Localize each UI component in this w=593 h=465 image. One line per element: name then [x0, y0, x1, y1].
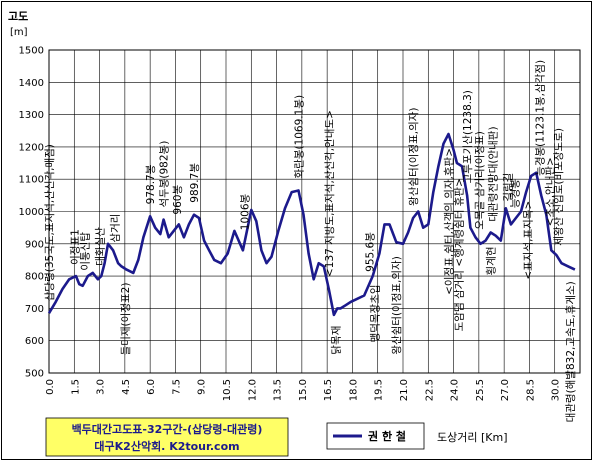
y-tick-label: 1400: [19, 78, 44, 89]
y-axis-label: 고도: [8, 10, 28, 23]
annotation-label: 들미재(이정표2): [120, 283, 132, 356]
x-tick-label: 15.0: [298, 379, 309, 401]
x-tick-label: 19.5: [374, 379, 385, 401]
annotation-label: 석두봉(982봉): [159, 141, 171, 208]
annotation-label: 960봉: [172, 185, 184, 215]
annotation-label: 이통신탑: [79, 232, 91, 271]
annotation-label: 삼거리: [110, 214, 122, 243]
annotation-label: 제왕산 진입로(비포장도로): [552, 128, 565, 246]
x-tick-label: 25.5: [475, 379, 486, 401]
annotation-label: 왕산쉼터(이정표,의자): [408, 107, 420, 205]
series-layer: [47, 132, 576, 317]
annotation-label: 횡계현: [485, 246, 498, 275]
x-axis-label: 도상거리 [Km]: [437, 431, 508, 444]
annotation-label: 오목골 삼거리(이정표): [474, 131, 486, 229]
annotation-label: 이정표1: [69, 229, 81, 265]
y-tick-label: 1200: [19, 142, 44, 153]
x-tick-label: 21.0: [399, 379, 410, 401]
x-tick-label: 30.0: [551, 379, 562, 401]
y-tick-label: 800: [25, 272, 44, 283]
annotation-label: <표지석,표지목>: [523, 201, 535, 280]
annotation-label: 능경봉(1123.1봉,삼각점): [534, 60, 547, 176]
y-tick-label: 700: [25, 304, 44, 315]
annotation-label: <137 지방도,표지석,산신각,안내도>: [324, 110, 336, 277]
x-tick-label: 27.0: [500, 379, 511, 401]
annotation-label: 대관령(해발832,고속도,휴게소): [564, 281, 577, 422]
x-tick-label: 7.5: [171, 379, 182, 395]
x-tick-label: 16.5: [323, 379, 334, 401]
x-tick-label: 9.0: [197, 379, 208, 395]
y-tick-label: 1300: [19, 110, 44, 121]
y-tick-label: 1500: [19, 46, 44, 57]
chart-subtitle: 대구K2산악회. K2tour.com: [94, 439, 239, 453]
annotation-label: 맹덕목장초입: [368, 284, 381, 342]
x-tick-label: 12.0: [247, 379, 258, 401]
plot-area-border: [48, 49, 581, 374]
y-tick-label: 900: [25, 239, 44, 250]
series-line: [47, 132, 576, 317]
grid-lines: [48, 49, 581, 374]
x-tick-label: 6.0: [146, 379, 157, 395]
y-tick-labels: 500 600 700 800 900 1000 1100 1200 1300 1400 1500: [19, 46, 44, 380]
x-tick-label: 18.0: [348, 379, 359, 401]
annotation-label: 989.7봉: [189, 163, 201, 203]
y-tick-label: 1100: [19, 175, 44, 186]
x-tick-label: 3.0: [96, 379, 107, 395]
y-tick-label: 500: [25, 369, 44, 380]
x-tick-label: 28.5: [525, 379, 536, 401]
annotation-label: 955.6봉: [364, 232, 376, 272]
x-tick-label: 10.5: [222, 379, 233, 401]
annotation-label: 길림길: [502, 173, 515, 202]
title-box: [45, 417, 289, 457]
annotation-label: 닭목재: [331, 326, 343, 355]
x-tick-label: 13.5: [273, 379, 284, 401]
annotation-label: 978.7봉: [145, 164, 157, 204]
x-tick-label: 22.5: [424, 379, 435, 401]
annotation-label: 도암댐 삼거리 <행계령쉼터 휴판>: [454, 178, 466, 331]
annotation-label: 1006봉: [240, 193, 252, 230]
annotation-label: <이정표,쉼터,산객의 의자,휴판>: [444, 148, 456, 295]
legend-label: 권 한 철: [368, 429, 406, 443]
annotation-label: <초소,안내판>: [545, 157, 557, 226]
x-tick-label: 1.5: [70, 379, 81, 395]
x-tick-label: 4.5: [121, 379, 132, 395]
y-axis-unit: [m]: [10, 27, 28, 38]
chart-title: 백두대간고도표-32구간-(삽당령-대관령): [72, 422, 263, 436]
annotation-label: 대화실산: [95, 227, 107, 266]
annotation-label: 대관령전망대(안내판): [487, 126, 499, 221]
x-tick-label: 24.0: [450, 379, 461, 401]
annotation-label: 고루포기산(1238.3): [462, 90, 474, 183]
annotation-label: 화란봉(1069.1봉): [293, 95, 305, 179]
annotation-label: 능경봉: [508, 179, 521, 208]
x-tick-label: 0.0: [45, 379, 56, 395]
y-tick-label: 600: [25, 336, 44, 347]
x-tick-labels: 0.0 1.5 3.0 4.5 6.0 7.5 9.0 10.5 12.0 13.5 15.0 16.…: [45, 379, 562, 401]
y-tick-label: 1000: [19, 207, 44, 218]
annotation-label: 삽당령(35국도,표지석,산신각,매점): [44, 144, 56, 301]
annotation-label: 왕산쉼터(이정표,의자): [391, 256, 403, 354]
